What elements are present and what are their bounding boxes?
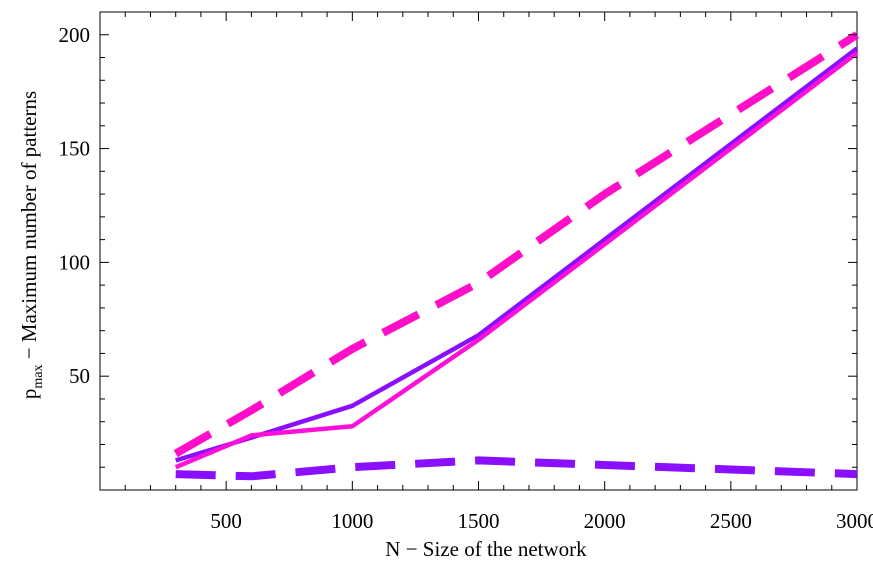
x-tick-label: 2000 (584, 509, 626, 533)
y-axis-title-rest: − Maximum number of patterns (17, 91, 41, 365)
y-axis-title-main: p (17, 389, 41, 400)
series-line-3 (176, 35, 857, 454)
x-tick-label: 1000 (331, 509, 373, 533)
y-axis-title: pmax − Maximum number of patterns (17, 91, 46, 399)
y-tick-label: 50 (69, 364, 90, 388)
plot-border (100, 12, 857, 490)
y-tick-label: 200 (59, 23, 91, 47)
series-layer (176, 35, 857, 477)
x-tick-label: 2500 (710, 509, 752, 533)
x-tick-label: 1500 (458, 509, 500, 533)
y-axis-title-subscript: max (31, 365, 46, 389)
x-tick-label: 500 (210, 509, 242, 533)
plot-frame (100, 12, 857, 490)
x-axis-title: N − Size of the network (385, 537, 587, 561)
x-tick-label: 3000 (836, 509, 873, 533)
series-line-4 (176, 460, 857, 476)
y-tick-label: 150 (59, 137, 91, 161)
y-tick-label: 100 (59, 250, 91, 274)
